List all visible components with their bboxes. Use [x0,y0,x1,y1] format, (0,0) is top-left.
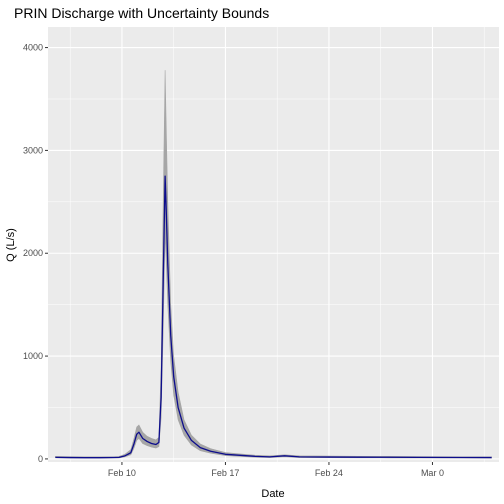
y-axis-label: Q (L/s) [5,228,17,262]
x-tick-label: Mar 0 [421,468,444,478]
y-tick-label: 1000 [23,351,43,361]
discharge-line [55,175,492,459]
y-tick-label: 4000 [23,43,43,53]
plot-panel [48,27,499,462]
uncertainty-band-layer [55,70,492,459]
x-tick-label: Feb 10 [108,468,136,478]
y-tick-label: 0 [38,454,43,464]
y-axis-ticks: 0 1000 2000 3000 4000 [23,43,48,464]
x-tick-label: Feb 24 [315,468,343,478]
x-axis-ticks: Feb 10 Feb 17 Feb 24 Mar 0 [108,462,444,478]
grid-lines [48,27,499,462]
y-tick-label: 2000 [23,248,43,258]
uncertainty-band [55,70,492,459]
x-tick-label: Feb 17 [211,468,239,478]
x-axis-label: Date [261,488,284,500]
discharge-line-layer [55,175,492,459]
y-tick-label: 3000 [23,145,43,155]
chart-title: PRIN Discharge with Uncertainty Bounds [14,5,269,21]
